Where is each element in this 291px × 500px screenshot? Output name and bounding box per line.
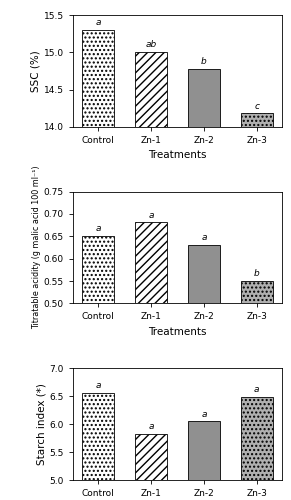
Bar (135, 434, 167, 500)
Text: b: b (254, 269, 260, 278)
Bar (82, 30, 114, 500)
Text: c: c (254, 102, 259, 110)
X-axis label: Treatments: Treatments (148, 150, 207, 160)
Text: a: a (95, 224, 101, 233)
Bar (188, 246, 220, 500)
Text: a: a (254, 385, 260, 394)
Bar (188, 422, 220, 500)
Text: a: a (148, 422, 154, 431)
Bar (135, 222, 167, 500)
Bar (188, 68, 220, 500)
Bar (82, 236, 114, 500)
Bar (241, 114, 273, 500)
Text: a: a (95, 381, 101, 390)
Text: ab: ab (146, 40, 157, 48)
Bar (82, 393, 114, 500)
X-axis label: Treatments: Treatments (148, 327, 207, 337)
Text: a: a (148, 210, 154, 220)
Text: a: a (201, 410, 207, 418)
Y-axis label: SSC (%): SSC (%) (31, 50, 41, 92)
Text: a: a (201, 234, 207, 242)
Bar (135, 52, 167, 500)
Bar (241, 396, 273, 500)
Text: b: b (201, 57, 207, 66)
Text: a: a (95, 18, 101, 27)
Y-axis label: Titratable acidity (g malic acid 100 ml⁻¹): Titratable acidity (g malic acid 100 ml⁻… (32, 166, 41, 330)
Y-axis label: Starch index (*): Starch index (*) (37, 383, 47, 465)
Bar (241, 281, 273, 500)
